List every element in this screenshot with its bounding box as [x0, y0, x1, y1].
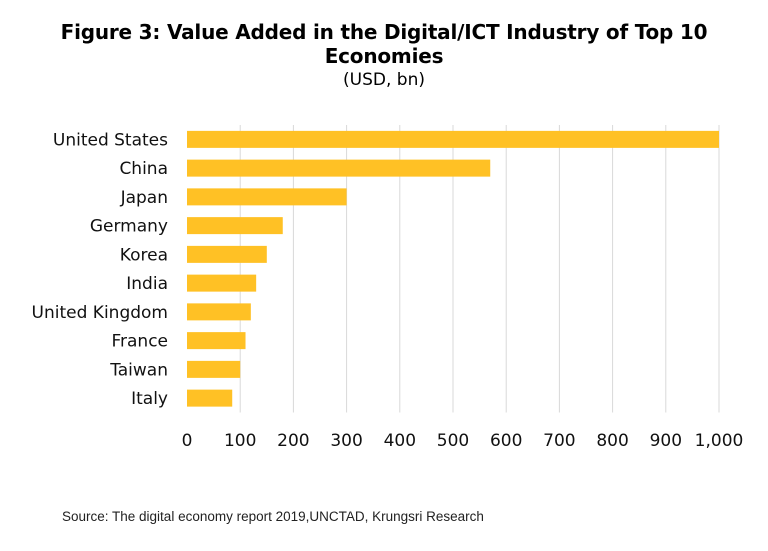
category-label: Taiwan — [109, 360, 168, 380]
category-label: India — [126, 274, 168, 294]
chart-title: Figure 3: Value Added in the Digital/ICT… — [60, 20, 708, 68]
x-tick-label: 400 — [384, 431, 416, 451]
x-tick-label: 700 — [543, 431, 575, 451]
x-tick-label: 200 — [277, 431, 309, 451]
x-tick-label: 500 — [437, 431, 469, 451]
x-tick-label: 100 — [224, 431, 256, 451]
category-label: Germany — [90, 217, 168, 237]
category-label: United Kingdom — [32, 303, 168, 323]
bar — [187, 332, 246, 350]
category-label: Japan — [120, 188, 168, 208]
bars — [187, 130, 719, 407]
x-tick-label: 0 — [182, 431, 193, 451]
bar — [187, 389, 233, 407]
x-tick-label: 600 — [490, 431, 522, 451]
category-label: United States — [53, 130, 168, 150]
bar — [187, 188, 347, 206]
bar — [187, 245, 267, 263]
category-labels: United States China Japan Germany Korea India… — [32, 130, 169, 409]
bar — [187, 217, 283, 235]
x-tick-label: 800 — [596, 431, 628, 451]
x-tick-label: 900 — [650, 431, 682, 451]
category-label: France — [111, 332, 168, 352]
x-tick-label: 300 — [330, 431, 362, 451]
bar — [187, 274, 257, 292]
bar — [187, 303, 251, 321]
bar — [187, 360, 241, 378]
category-label: Korea — [120, 245, 168, 265]
bar — [187, 130, 719, 148]
source-note: Source: The digital economy report 2019,… — [62, 509, 484, 524]
x-axis-tick-labels: 0 100 200 300 400 500 600 700 800 900 1,000 — [182, 431, 744, 451]
chart-subtitle: (USD, bn) — [343, 70, 425, 90]
bar — [187, 159, 491, 177]
category-label: China — [119, 159, 168, 179]
category-label: Italy — [131, 389, 168, 409]
x-tick-label: 1,000 — [695, 431, 744, 451]
